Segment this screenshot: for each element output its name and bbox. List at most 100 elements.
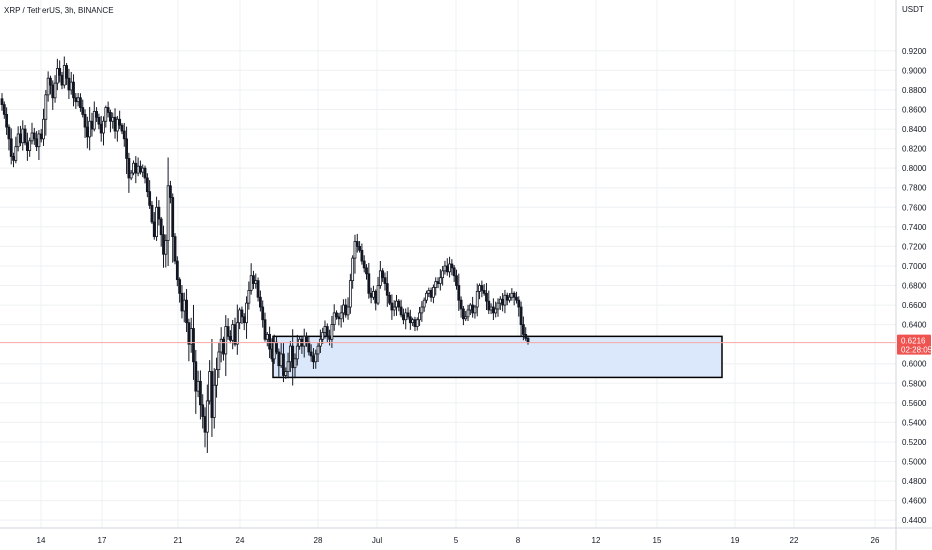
candle xyxy=(261,300,265,328)
candle xyxy=(256,277,260,302)
candle-body-down xyxy=(399,306,403,316)
candle xyxy=(450,259,454,276)
candle xyxy=(351,255,355,289)
candle xyxy=(406,307,410,320)
candle xyxy=(309,344,313,362)
candle-body-down xyxy=(90,120,94,130)
candle xyxy=(381,268,385,283)
candle xyxy=(212,368,216,429)
candle-body-down xyxy=(228,335,232,341)
candle-body-down xyxy=(263,319,267,340)
candle xyxy=(32,127,36,145)
candle xyxy=(231,320,235,350)
candle xyxy=(90,112,94,137)
candle-body-down xyxy=(369,292,373,298)
candle-body-up xyxy=(42,118,45,140)
candle-body-down xyxy=(526,337,530,344)
candle xyxy=(44,90,48,136)
candle-body-up xyxy=(432,287,435,298)
candle-body-up xyxy=(339,312,343,320)
candle-body-down xyxy=(185,299,188,324)
candle-body-up xyxy=(166,185,170,241)
candle-body-up xyxy=(164,240,168,255)
candle xyxy=(215,357,218,398)
candle xyxy=(501,292,505,312)
candle xyxy=(85,116,89,149)
candle-body-down xyxy=(515,296,518,301)
candle-body-up xyxy=(510,292,514,298)
candle-body-up xyxy=(427,289,431,294)
candle-body-down xyxy=(180,292,184,312)
candle xyxy=(51,80,55,110)
candle-body-down xyxy=(374,290,378,304)
y-tick-label: 0.6400 xyxy=(902,321,927,330)
candle-body-up xyxy=(217,351,221,371)
candle xyxy=(372,285,375,300)
candle-body-down xyxy=(360,249,364,262)
x-tick-label: 15 xyxy=(653,536,662,545)
y-tick-label: 0.8800 xyxy=(902,86,927,95)
candle-body-up xyxy=(376,285,380,304)
candle xyxy=(199,370,202,420)
candle xyxy=(325,323,329,343)
y-tick-label: 0.9000 xyxy=(902,66,927,75)
candle-body-up xyxy=(141,167,145,173)
candle-body-down xyxy=(210,371,214,418)
candle-body-up xyxy=(21,128,25,144)
y-tick-label: 0.5000 xyxy=(902,458,927,467)
candle xyxy=(471,296,475,318)
candle xyxy=(404,308,408,330)
candle-body-down xyxy=(113,116,117,132)
candle-body-down xyxy=(72,81,75,99)
candle xyxy=(432,284,435,304)
candle xyxy=(83,109,87,138)
candle xyxy=(466,304,470,322)
candle xyxy=(496,298,500,317)
y-tick-label: 0.8600 xyxy=(902,106,927,115)
x-tick-label: 5 xyxy=(454,536,459,545)
candle xyxy=(182,292,186,323)
candle xyxy=(284,367,288,379)
candle xyxy=(521,316,525,341)
candle-body-down xyxy=(118,118,122,126)
candle xyxy=(242,313,246,331)
candle xyxy=(367,262,371,299)
x-axis[interactable]: 14 17 21 24 28 Jul 5 8 12 15 19 22 26 xyxy=(0,527,932,545)
candle xyxy=(425,290,428,304)
candle xyxy=(429,287,433,302)
candle-body-down xyxy=(480,285,484,291)
candle-body-up xyxy=(404,312,408,321)
candle xyxy=(443,260,447,275)
candle-body-down xyxy=(413,319,417,327)
candle-body-down xyxy=(201,404,205,417)
candle-body-up xyxy=(508,296,511,301)
candle xyxy=(385,271,389,307)
candle xyxy=(141,164,145,178)
candle-body-down xyxy=(25,142,29,151)
candle-body-down xyxy=(450,263,454,269)
candle-body-down xyxy=(97,116,101,125)
chart-title: XRP / TetherUS, 3h, BINANCE xyxy=(4,6,114,15)
candle-body-down xyxy=(381,270,385,279)
candle-body-down xyxy=(471,304,475,314)
y-tick-label: 0.8000 xyxy=(902,164,927,173)
candle-body-up xyxy=(468,304,472,311)
x-tick-label: 8 xyxy=(516,536,521,545)
candle-body-down xyxy=(23,128,27,144)
candle xyxy=(482,284,486,296)
candle-body-down xyxy=(106,107,110,113)
candle xyxy=(150,201,154,224)
candle xyxy=(102,116,105,146)
y-axis[interactable]: 0.9200 0.9000 0.8800 0.8600 0.8400 0.8200 0.80… xyxy=(895,0,927,550)
candle xyxy=(422,297,426,312)
candle xyxy=(228,330,232,344)
candle xyxy=(58,60,62,83)
y-tick-label: 0.8400 xyxy=(902,125,927,134)
candle-body-up xyxy=(219,338,223,353)
candle xyxy=(127,152,131,193)
x-tick-label: 12 xyxy=(592,536,601,545)
candle-body-up xyxy=(44,94,48,120)
candle-body-up xyxy=(332,312,336,326)
candle xyxy=(408,309,412,330)
